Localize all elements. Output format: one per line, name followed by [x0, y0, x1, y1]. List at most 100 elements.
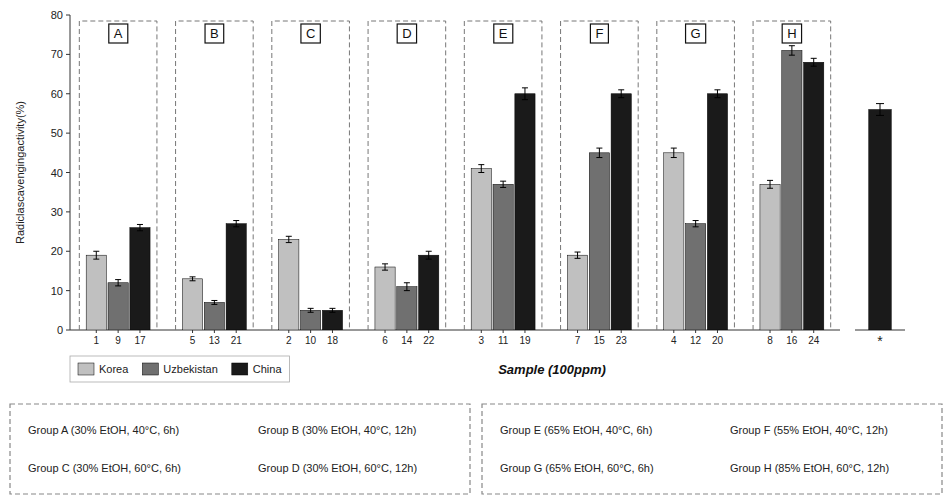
group-label-box — [109, 24, 128, 43]
x-tick — [236, 330, 237, 333]
annotation: Group G (65% EtOH, 60°C, 6h) — [500, 462, 654, 474]
error-bar — [308, 308, 314, 312]
x-tick-label: 22 — [423, 335, 435, 346]
legend-swatch — [78, 363, 94, 375]
x-tick — [406, 330, 407, 333]
x-tick-label: 5 — [190, 335, 196, 346]
x-tick-label: 23 — [616, 335, 628, 346]
x-tick-label: 6 — [382, 335, 388, 346]
x-tick-label: 21 — [231, 335, 243, 346]
annotation-box — [482, 404, 942, 494]
bar — [182, 279, 202, 330]
error-bar — [93, 251, 99, 259]
bar — [322, 310, 342, 330]
bar — [515, 94, 535, 330]
y-axis-label: Radiclascavengingactivity(%) — [14, 101, 26, 244]
x-tick-label: 16 — [786, 335, 798, 346]
legend-entry: Korea — [99, 363, 129, 375]
error-bar — [811, 58, 817, 66]
y-axis: 01020304050607080Radiclascavengingactivi… — [14, 9, 70, 336]
y-tick-label: 80 — [51, 9, 63, 21]
x-tick-label: 1 — [94, 335, 100, 346]
x-tick-label: 11 — [498, 335, 509, 346]
bar — [279, 239, 299, 330]
annotation: Group A (30% EtOH, 40°C, 6h) — [28, 424, 179, 436]
group-label: H — [787, 26, 796, 41]
legend: KoreaUzbekistanChina — [70, 356, 290, 382]
y-tick — [66, 211, 70, 212]
group-box — [464, 21, 542, 330]
bar — [397, 287, 417, 330]
legend-swatch — [142, 363, 158, 375]
group-label-box — [590, 24, 608, 43]
y-tick-label: 60 — [51, 88, 63, 100]
y-tick — [66, 172, 70, 173]
x-tick-label: 4 — [671, 335, 677, 346]
x-tick — [481, 330, 482, 333]
x-tick-label: 24 — [808, 335, 820, 346]
x-tick-label: 2 — [286, 335, 292, 346]
y-tick — [66, 15, 70, 16]
bar — [108, 283, 128, 330]
group-label-box — [782, 24, 801, 43]
y-tick-label: 0 — [57, 324, 63, 336]
x-axis: 152637489131014111512161721182219232024 — [94, 330, 820, 346]
error-bar — [789, 46, 795, 55]
bar — [664, 153, 684, 330]
error-bar — [382, 264, 388, 270]
error-bar — [115, 280, 121, 286]
x-tick-label: 18 — [327, 335, 339, 346]
reference-bars — [869, 104, 892, 330]
bar — [419, 255, 439, 330]
bar — [375, 267, 395, 330]
group-boxes: ABCDEFGH — [79, 21, 830, 330]
x-tick-label: 14 — [401, 335, 413, 346]
x-tick — [577, 330, 578, 333]
error-bar — [575, 252, 581, 258]
annotation: Group B (30% EtOH, 40°C, 12h) — [258, 424, 416, 436]
bar — [611, 94, 631, 330]
legend-entry: Uzbekistan — [163, 363, 217, 375]
error-bar — [286, 236, 292, 242]
y-tick-label: 10 — [51, 285, 63, 297]
x-tick — [310, 330, 311, 333]
reference-bar — [869, 110, 892, 331]
group-label: A — [114, 26, 123, 41]
x-tick-label: 15 — [594, 335, 606, 346]
group-label: E — [499, 26, 508, 41]
group-box — [272, 21, 350, 330]
group-label-box — [686, 24, 706, 43]
group-label-box — [301, 24, 320, 43]
bar — [589, 153, 609, 330]
reference: * — [855, 104, 905, 349]
x-tick-label: 9 — [115, 335, 121, 346]
x-tick — [192, 330, 193, 333]
annotation: Group H (85% EtOH, 60°C, 12h) — [730, 462, 889, 474]
error-bar — [596, 148, 602, 157]
group-label: C — [306, 26, 315, 41]
error-bar — [693, 221, 699, 227]
error-bar — [500, 181, 506, 187]
x-tick-label: 10 — [305, 335, 317, 346]
x-tick — [503, 330, 504, 333]
bar — [471, 169, 491, 330]
y-tick — [66, 251, 70, 252]
bar — [130, 228, 150, 330]
x-tick — [214, 330, 215, 333]
bar — [301, 310, 321, 330]
error-bar — [233, 221, 239, 227]
group-box — [368, 21, 446, 330]
y-tick — [66, 54, 70, 55]
x-tick-label: 19 — [519, 335, 531, 346]
chart: 01020304050607080Radiclascavengingactivi… — [0, 0, 952, 500]
bar — [493, 184, 513, 330]
x-tick — [717, 330, 718, 333]
legend-frame — [70, 356, 290, 382]
group-box — [176, 21, 254, 330]
error-bar — [404, 283, 410, 291]
error-bar — [211, 300, 217, 304]
error-bar — [137, 224, 143, 230]
bar — [760, 184, 780, 330]
group-label: B — [210, 26, 219, 41]
x-tick-label: 12 — [690, 335, 702, 346]
